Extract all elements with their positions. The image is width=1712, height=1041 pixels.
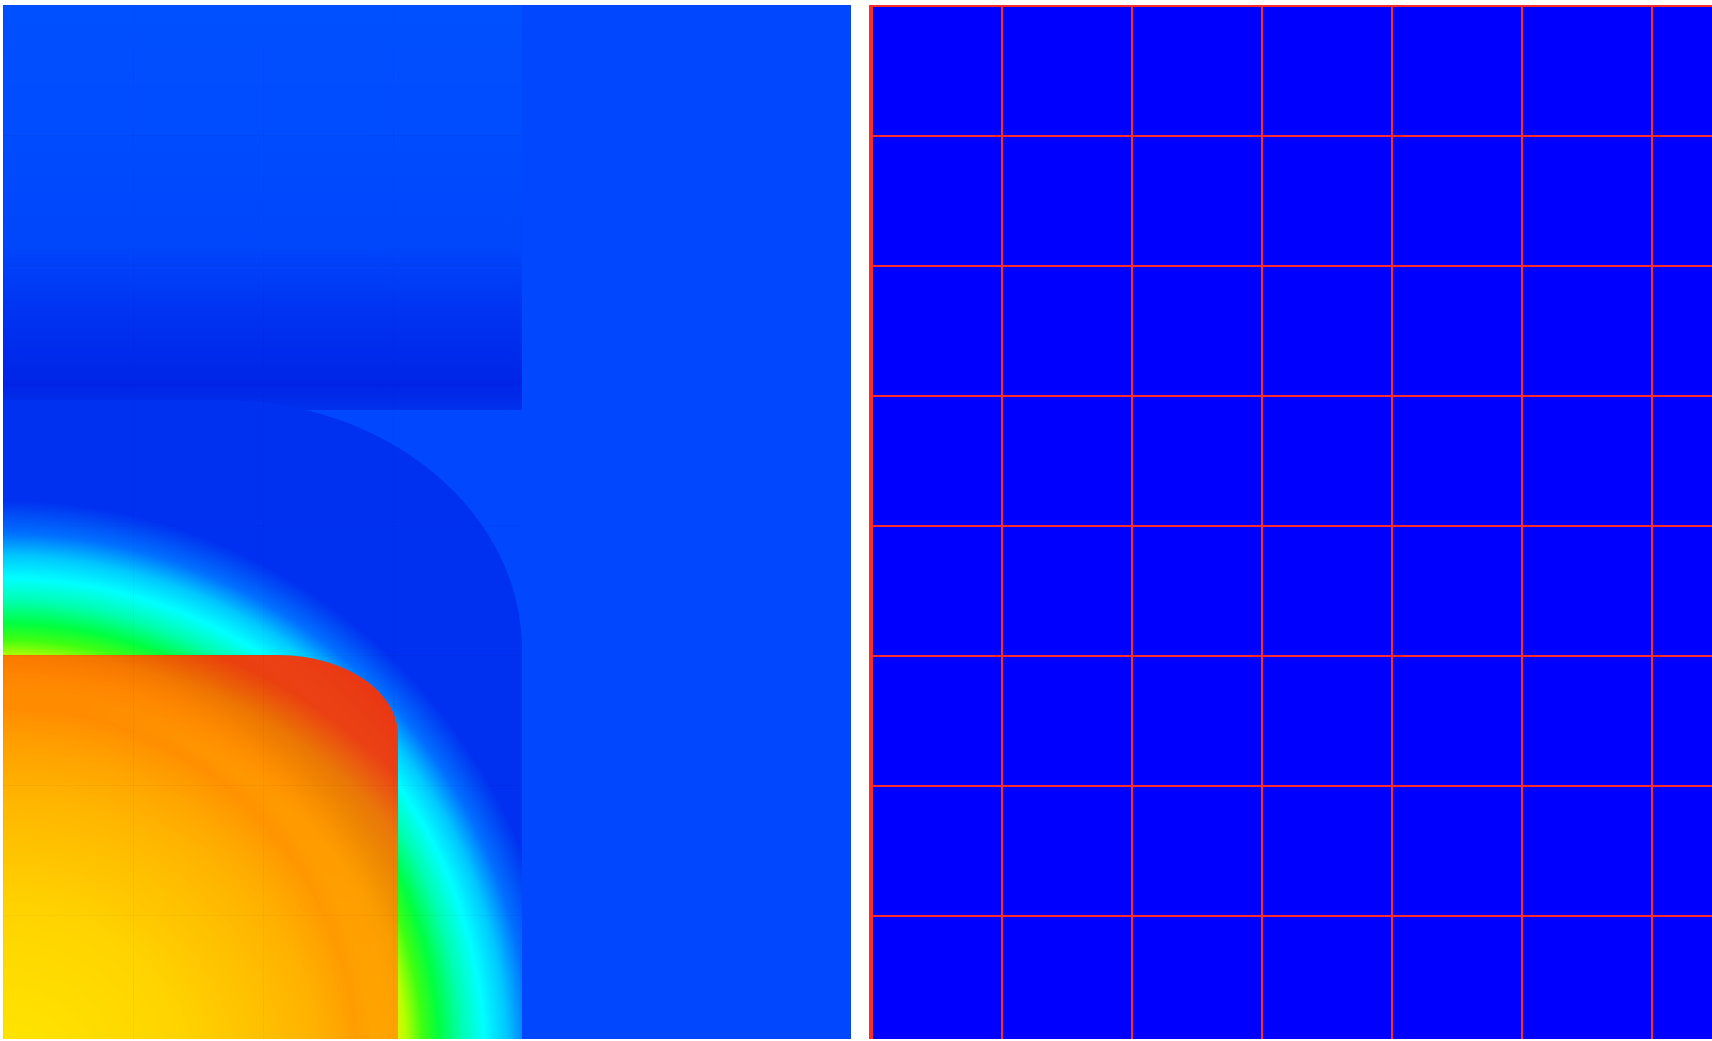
field-plume-region <box>3 400 522 1039</box>
mesh-grid-panel <box>869 5 1712 1039</box>
field-core-region <box>3 655 398 1039</box>
scalar-field-panel <box>3 5 851 1039</box>
